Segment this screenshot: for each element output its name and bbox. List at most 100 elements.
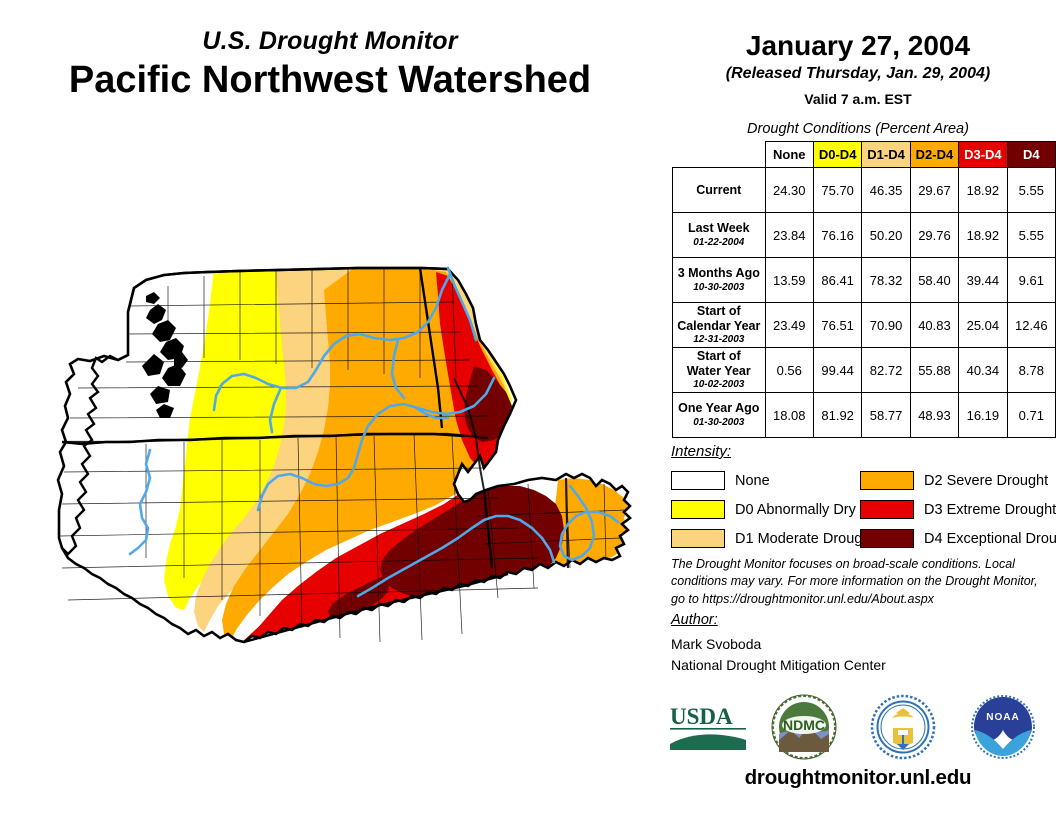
table-cell-value: 18.08 <box>764 392 814 438</box>
legend-item[interactable]: None <box>671 468 874 493</box>
released-date: (Released Thursday, Jan. 29, 2004) <box>725 65 991 83</box>
table-row: Last Week 01-22-2004 23.84 76.16 50.20 29.76 1… <box>672 212 1056 258</box>
svg-text:USDA: USDA <box>670 704 733 729</box>
rivers-layer <box>128 266 620 598</box>
table-cell-value: 39.44 <box>958 257 1008 303</box>
table-row-label: Start of Calendar Year 12-31-2003 <box>672 302 766 348</box>
table-cell-value: 0.71 <box>1006 392 1056 438</box>
table-cell-value: 16.19 <box>958 392 1008 438</box>
table-cell-value: 23.49 <box>764 302 814 348</box>
legend-swatch <box>671 471 725 490</box>
program-title: U.S. Drought Monitor <box>202 27 458 55</box>
table-cell-value: 99.44 <box>812 347 863 393</box>
legend-label: None <box>735 472 770 489</box>
table-head: None D0-D4 D1-D4 D2-D4 D3-D4 D4 <box>673 141 1056 168</box>
table-cell-value: 0.56 <box>764 347 814 393</box>
table-cell-value: 29.76 <box>909 212 960 258</box>
table-cell-value: 58.77 <box>861 392 911 438</box>
table-cell-value: 8.78 <box>1006 347 1056 393</box>
legend-label: D1 Moderate Drought <box>735 530 875 547</box>
table-row-date: 10-30-2003 <box>693 281 745 293</box>
legend-item[interactable]: D2 Severe Drought <box>860 468 1056 493</box>
puget-sound-islands <box>142 292 188 418</box>
table-cell-value: 18.92 <box>958 167 1008 213</box>
legend-swatch <box>671 529 725 548</box>
table-cell-value: 75.70 <box>812 167 863 213</box>
legend-item[interactable]: D0 Abnormally Dry <box>671 497 874 522</box>
snake-river <box>256 376 496 512</box>
table-row-label: 3 Months Ago 10-30-2003 <box>672 257 766 303</box>
table-column-header-d0-d4: D0-D4 <box>812 141 863 168</box>
table-row-date: 01-30-2003 <box>693 416 745 428</box>
legend-label: D2 Severe Drought <box>924 472 1049 489</box>
author-block: Mark Svoboda National Drought Mitigation… <box>671 634 886 676</box>
table-row-label: Current <box>672 167 766 213</box>
legend-label: D0 Abnormally Dry <box>735 501 856 518</box>
usdc-seal-icon <box>870 694 936 760</box>
legend-label: D3 Extreme Drought <box>924 501 1056 518</box>
table-cell-value: 78.32 <box>861 257 911 303</box>
table-row: Start of Water Year 10-02-2003 0.56 99.44 82.… <box>672 347 1056 393</box>
ndmc-logo[interactable]: NDMC <box>771 694 837 765</box>
table-row: Current 24.30 75.70 46.35 29.67 18.92 5.55 <box>672 167 1056 213</box>
table-cell-value: 46.35 <box>861 167 911 213</box>
table-row: One Year Ago 01-30-2003 18.08 81.92 58.77 48.… <box>672 392 1056 438</box>
drought-map[interactable] <box>18 228 648 708</box>
table-row-date: 12-31-2003 <box>693 334 745 346</box>
svg-text:NOAA: NOAA <box>986 712 1019 723</box>
footer-url[interactable]: droughtmonitor.unl.edu <box>744 766 972 789</box>
table-cell-value: 55.88 <box>909 347 960 393</box>
author-organization: National Drought Mitigation Center <box>671 657 886 673</box>
intensity-legend-left: None D0 Abnormally Dry D1 Moderate Drought <box>671 468 874 555</box>
table-header-row: None D0-D4 D1-D4 D2-D4 D3-D4 D4 <box>673 141 1056 168</box>
table-body: Current 24.30 75.70 46.35 29.67 18.92 5.55 Last… <box>672 167 1056 438</box>
legend-swatch <box>860 500 914 519</box>
table-cell-value: 24.30 <box>764 167 814 213</box>
legend-swatch <box>860 471 914 490</box>
table-column-header-d2-d4: D2-D4 <box>909 141 960 168</box>
legend-swatch <box>671 500 725 519</box>
willamette-river <box>128 448 152 556</box>
usda-logo-icon: USDA <box>669 704 747 750</box>
drought-conditions-table: None D0-D4 D1-D4 D2-D4 D3-D4 D4 Current 24.30 7… <box>672 141 1056 438</box>
table-cell-value: 29.67 <box>909 167 960 213</box>
state-boundaries <box>61 266 509 644</box>
table-cell-value: 50.20 <box>861 212 911 258</box>
table-corner-cell <box>673 142 766 168</box>
legend-item[interactable]: D1 Moderate Drought <box>671 526 874 551</box>
table-row-label: Last Week 01-22-2004 <box>672 212 766 258</box>
table-cell-value: 5.55 <box>1006 212 1056 258</box>
table-cell-value: 5.55 <box>1006 167 1056 213</box>
table-cell-value: 76.51 <box>812 302 863 348</box>
table-row-label: Start of Water Year 10-02-2003 <box>672 347 766 393</box>
table-cell-value: 25.04 <box>958 302 1008 348</box>
legend-item[interactable]: D3 Extreme Drought <box>860 497 1056 522</box>
logo-row: USDA NDMC <box>668 694 1056 760</box>
disclaimer-text: The Drought Monitor focuses on broad-sca… <box>671 557 1038 606</box>
table-cell-value: 40.34 <box>958 347 1008 393</box>
d2-region <box>222 268 510 642</box>
table-row: 3 Months Ago 10-30-2003 13.59 86.41 78.32 58.… <box>672 257 1056 303</box>
usdc-logo[interactable] <box>870 694 936 765</box>
table-cell-value: 40.83 <box>909 302 960 348</box>
table-cell-value: 12.46 <box>1006 302 1056 348</box>
author-name: Mark Svoboda <box>671 636 762 652</box>
ndmc-logo-icon: NDMC <box>771 694 837 760</box>
title-block: U.S. Drought Monitor Pacific Northwest W… <box>0 27 660 101</box>
intensity-legend-title: Intensity: <box>671 443 732 460</box>
legend-item[interactable]: D4 Exceptional Drought <box>860 526 1056 551</box>
legend-swatch <box>860 529 914 548</box>
svg-text:NDMC: NDMC <box>783 717 825 733</box>
author-heading: Author: <box>671 612 718 628</box>
columbia-river <box>212 272 452 412</box>
table-caption: Drought Conditions (Percent Area) <box>747 121 969 137</box>
noaa-logo[interactable]: NOAA <box>970 694 1036 765</box>
table-cell-value: 76.16 <box>812 212 863 258</box>
table-cell-value: 81.92 <box>812 392 863 438</box>
table-cell-value: 13.59 <box>764 257 814 303</box>
table-row-label: One Year Ago 01-30-2003 <box>672 392 766 438</box>
table-column-header-none: None <box>764 141 814 168</box>
usda-logo[interactable]: USDA <box>668 702 750 757</box>
table-column-header-d4: D4 <box>1006 141 1056 168</box>
table-cell-value: 48.93 <box>909 392 960 438</box>
